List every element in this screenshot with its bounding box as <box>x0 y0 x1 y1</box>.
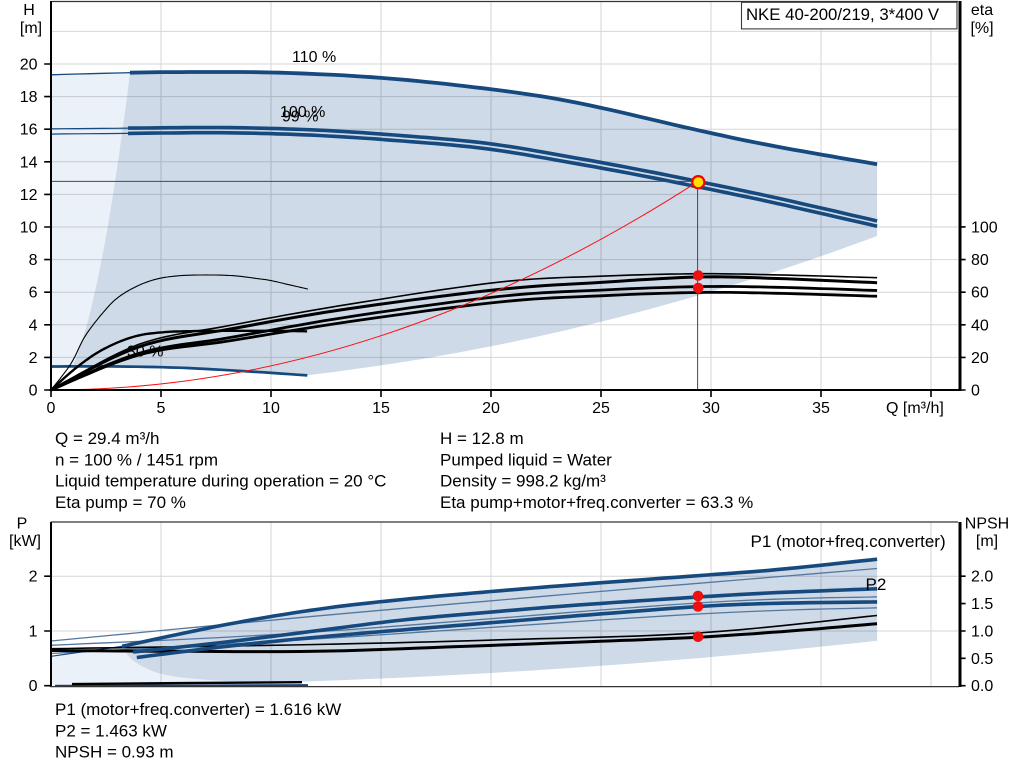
svg-text:0: 0 <box>971 383 980 400</box>
svg-text:16: 16 <box>20 122 38 139</box>
svg-text:NKE 40-200/219, 3*400 V: NKE 40-200/219, 3*400 V <box>746 5 940 24</box>
svg-text:0: 0 <box>47 400 56 417</box>
svg-text:P2: P2 <box>866 575 887 594</box>
svg-text:H: H <box>23 2 35 19</box>
svg-text:2: 2 <box>29 350 38 367</box>
svg-text:25: 25 <box>592 400 610 417</box>
svg-text:P: P <box>17 516 28 533</box>
svg-text:12: 12 <box>20 187 38 204</box>
svg-text:[m]: [m] <box>976 533 998 550</box>
svg-text:1.5: 1.5 <box>971 596 993 613</box>
svg-text:40: 40 <box>971 317 989 334</box>
svg-text:1.0: 1.0 <box>971 624 993 641</box>
svg-text:Q = 29.4 m³/h: Q = 29.4 m³/h <box>55 429 159 448</box>
svg-text:P1 (motor+freq.converter): P1 (motor+freq.converter) <box>751 532 946 551</box>
svg-text:35: 35 <box>812 400 830 417</box>
svg-text:2.0: 2.0 <box>971 569 993 586</box>
svg-text:30: 30 <box>702 400 720 417</box>
svg-text:Pumped liquid = Water: Pumped liquid = Water <box>440 450 612 469</box>
svg-text:80: 80 <box>971 252 989 269</box>
svg-text:10: 10 <box>20 220 38 237</box>
svg-text:10: 10 <box>262 400 280 417</box>
svg-text:[kW]: [kW] <box>9 533 41 550</box>
svg-text:Density = 998.2 kg/m³: Density = 998.2 kg/m³ <box>440 472 606 491</box>
svg-text:0.0: 0.0 <box>971 678 993 695</box>
svg-text:20: 20 <box>482 400 500 417</box>
svg-text:8: 8 <box>29 252 38 269</box>
svg-text:1: 1 <box>29 624 38 641</box>
svg-text:20: 20 <box>971 350 989 367</box>
svg-text:eta: eta <box>971 2 993 19</box>
svg-text:Liquid temperature during oper: Liquid temperature during operation = 20… <box>55 472 386 491</box>
svg-text:Eta pump+motor+freq.converter: Eta pump+motor+freq.converter = 63.3 % <box>440 493 753 512</box>
svg-text:100 %: 100 % <box>280 104 325 121</box>
svg-text:20: 20 <box>20 57 38 74</box>
svg-text:30 %: 30 % <box>127 344 163 361</box>
svg-text:[m]: [m] <box>20 20 42 37</box>
svg-text:4: 4 <box>29 317 38 334</box>
svg-text:H = 12.8 m: H = 12.8 m <box>440 429 524 448</box>
svg-text:18: 18 <box>20 89 38 106</box>
svg-text:0.5: 0.5 <box>971 651 993 668</box>
svg-text:60: 60 <box>971 285 989 302</box>
svg-text:2: 2 <box>29 569 38 586</box>
svg-text:5: 5 <box>157 400 166 417</box>
svg-text:NPSH: NPSH <box>965 516 1009 533</box>
svg-text:14: 14 <box>20 154 38 171</box>
svg-text:0: 0 <box>29 383 38 400</box>
svg-text:[%]: [%] <box>970 20 993 37</box>
svg-text:99 %: 99 % <box>282 109 318 126</box>
svg-text:P1 (motor+freq.converter) = 1.: P1 (motor+freq.converter) = 1.616 kW <box>55 700 341 719</box>
svg-text:n = 100 % / 1451 rpm: n = 100 % / 1451 rpm <box>55 450 218 469</box>
svg-text:0: 0 <box>29 678 38 695</box>
svg-text:NPSH = 0.93 m: NPSH = 0.93 m <box>55 743 174 762</box>
svg-text:6: 6 <box>29 285 38 302</box>
svg-text:100: 100 <box>971 219 998 236</box>
svg-text:15: 15 <box>372 400 390 417</box>
svg-text:Q [m³/h]: Q [m³/h] <box>886 400 944 417</box>
svg-text:110 %: 110 % <box>292 49 336 66</box>
svg-text:Eta pump = 70 %: Eta pump = 70 % <box>55 493 186 512</box>
svg-text:P2 = 1.463 kW: P2 = 1.463 kW <box>55 721 167 740</box>
